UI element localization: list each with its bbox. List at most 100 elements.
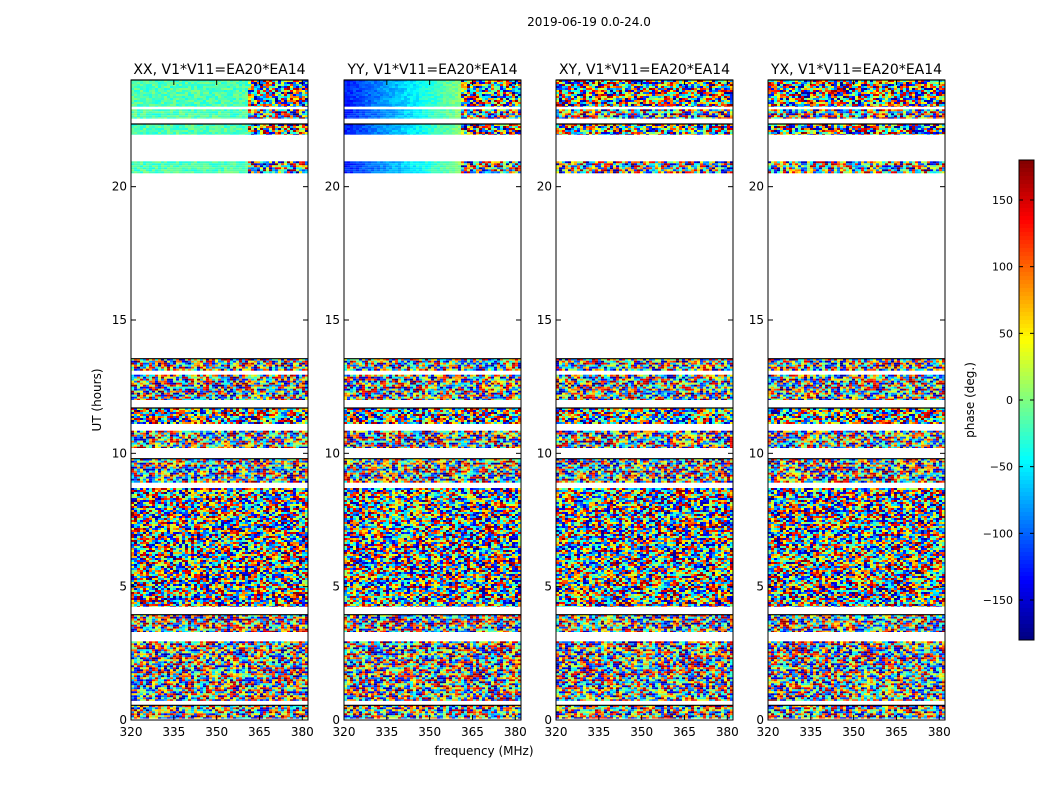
phase-cell — [272, 643, 275, 645]
phase-cell — [182, 717, 185, 718]
phase-cell — [203, 653, 206, 655]
phase-cell — [239, 653, 242, 655]
phase-cell — [143, 641, 146, 643]
phase-cell — [221, 653, 224, 655]
phase-cell — [293, 649, 296, 651]
phase-cell — [260, 647, 263, 649]
phase-cell — [203, 647, 206, 649]
phase-cell — [266, 713, 269, 715]
phase-cell — [146, 711, 149, 713]
phase-cell — [179, 711, 182, 713]
phase-cell — [158, 655, 161, 657]
phase-cell — [275, 655, 278, 657]
phase-cell — [221, 717, 224, 718]
phase-cell — [212, 711, 215, 713]
phase-cell — [242, 713, 245, 715]
phase-image-xx — [131, 80, 308, 719]
phase-cell — [269, 655, 272, 657]
phase-cell — [200, 707, 203, 709]
phase-cell — [209, 649, 212, 651]
phase-cell — [254, 717, 257, 718]
phase-cell — [143, 643, 146, 645]
phase-cell — [284, 655, 287, 657]
phase-cell — [269, 647, 272, 649]
phase-cell — [161, 655, 164, 657]
phase-cell — [266, 641, 269, 643]
phase-cell — [155, 649, 158, 651]
phase-cell — [194, 653, 197, 655]
phase-cell — [149, 711, 152, 713]
phase-cell — [290, 709, 293, 711]
phase-cell — [257, 655, 260, 657]
phase-cell — [191, 653, 194, 655]
phase-cell — [227, 649, 230, 651]
phase-cell — [248, 715, 251, 717]
phase-cell — [284, 711, 287, 713]
phase-cell — [149, 647, 152, 649]
phase-cell — [143, 651, 146, 653]
phase-cell — [140, 641, 143, 643]
phase-cell — [137, 645, 140, 647]
phase-cell — [176, 649, 179, 651]
phase-cell — [227, 653, 230, 655]
phase-cell — [161, 709, 164, 711]
phase-cell — [176, 717, 179, 718]
phase-cell — [200, 653, 203, 655]
phase-cell — [209, 651, 212, 653]
phase-cell — [182, 641, 185, 643]
phase-cell — [251, 717, 254, 718]
phase-cell — [182, 647, 185, 649]
phase-cell — [236, 715, 239, 717]
phase-cell — [242, 711, 245, 713]
phase-cell — [245, 709, 248, 711]
phase-cell — [209, 717, 212, 718]
phase-cell — [293, 643, 296, 645]
phase-cell — [290, 645, 293, 647]
phase-cell — [200, 713, 203, 715]
phase-cell — [269, 653, 272, 655]
phase-cell — [212, 655, 215, 657]
phase-cell — [182, 715, 185, 717]
phase-cell — [257, 641, 260, 643]
phase-cell — [158, 647, 161, 649]
phase-cell — [302, 651, 305, 653]
phase-cell — [284, 651, 287, 653]
phase-cell — [221, 649, 224, 651]
phase-cell — [170, 713, 173, 715]
phase-cell — [212, 641, 215, 643]
phase-cell — [278, 713, 281, 715]
phase-cell — [248, 711, 251, 713]
phase-cell — [134, 653, 137, 655]
phase-cell — [260, 653, 263, 655]
phase-cell — [233, 707, 236, 709]
phase-cell — [260, 655, 263, 657]
phase-cell — [218, 713, 221, 715]
phase-cell — [296, 713, 299, 715]
phase-cell — [167, 709, 170, 711]
phase-cell — [236, 643, 239, 645]
phase-cell — [170, 715, 173, 717]
phase-cell — [200, 649, 203, 651]
phase-cell — [209, 641, 212, 643]
phase-cell — [281, 717, 284, 718]
phase-cell — [188, 653, 191, 655]
phase-cell — [176, 647, 179, 649]
phase-cell — [143, 647, 146, 649]
phase-cell — [245, 713, 248, 715]
phase-cell — [227, 647, 230, 649]
phase-cell — [287, 641, 290, 643]
phase-cell — [260, 645, 263, 647]
phase-cell — [173, 647, 176, 649]
phase-cell — [230, 641, 233, 643]
phase-cell — [293, 651, 296, 653]
phase-cell — [260, 713, 263, 715]
phase-cell — [134, 711, 137, 713]
phase-cell — [176, 711, 179, 713]
phase-cell — [254, 713, 257, 715]
phase-cell — [203, 709, 206, 711]
phase-cell — [146, 647, 149, 649]
phase-cell — [263, 717, 266, 718]
phase-cell — [302, 711, 305, 713]
phase-cell — [242, 653, 245, 655]
phase-cell — [296, 651, 299, 653]
